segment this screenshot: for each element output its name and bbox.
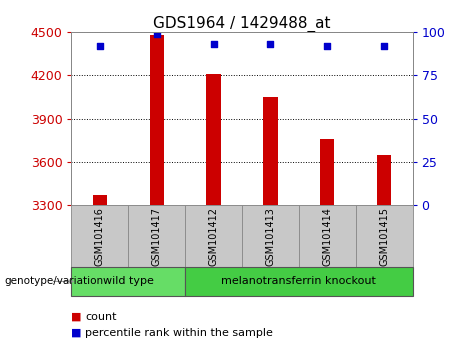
Point: [380, 43, 388, 48]
Text: wild type: wild type: [103, 276, 154, 286]
Text: count: count: [85, 312, 117, 322]
Bar: [320, 139, 334, 205]
Bar: [377, 155, 391, 205]
Bar: [71, 205, 128, 267]
Text: ■: ■: [71, 328, 82, 338]
Bar: [128, 205, 185, 267]
Text: GSM101416: GSM101416: [95, 207, 105, 266]
Bar: [242, 205, 299, 267]
Point: [267, 41, 274, 47]
Text: GSM101415: GSM101415: [379, 207, 389, 266]
Bar: [93, 195, 107, 205]
Bar: [263, 97, 278, 205]
Text: melanotransferrin knockout: melanotransferrin knockout: [221, 276, 376, 286]
Bar: [150, 35, 164, 205]
Text: percentile rank within the sample: percentile rank within the sample: [85, 328, 273, 338]
Point: [153, 31, 160, 36]
Title: GDS1964 / 1429488_at: GDS1964 / 1429488_at: [153, 16, 331, 32]
Text: GSM101412: GSM101412: [208, 207, 219, 266]
Bar: [185, 205, 242, 267]
Text: GSM101417: GSM101417: [152, 207, 162, 266]
Point: [210, 41, 217, 47]
Point: [324, 43, 331, 48]
Bar: [185, 267, 413, 296]
Bar: [71, 267, 185, 296]
Text: genotype/variation: genotype/variation: [5, 276, 104, 286]
Text: GSM101413: GSM101413: [266, 207, 276, 266]
Text: GSM101414: GSM101414: [322, 207, 332, 266]
Bar: [207, 74, 221, 205]
Point: [96, 43, 104, 48]
Text: ■: ■: [71, 312, 82, 322]
Bar: [299, 205, 356, 267]
Bar: [356, 205, 413, 267]
